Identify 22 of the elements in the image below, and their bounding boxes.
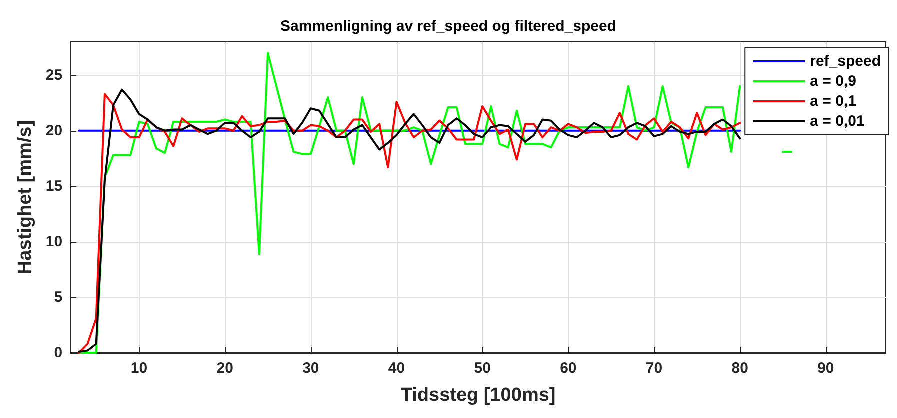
y-tick-label: 5: [54, 288, 63, 306]
x-tick-label: 20: [216, 360, 234, 377]
legend-label: ref_speed: [810, 53, 882, 70]
legend-label: a = 0,1: [810, 93, 856, 110]
chart-title: Sammenligning av ref_speed og filtered_speed: [280, 18, 616, 35]
x-tick-label: 40: [388, 360, 406, 377]
y-tick-label: 0: [54, 344, 63, 362]
x-tick-label: 10: [130, 360, 148, 377]
x-tick-label: 50: [474, 360, 491, 377]
y-tick-label: 25: [46, 66, 63, 84]
y-tick-label: 20: [46, 122, 63, 140]
y-tick-label: 15: [46, 178, 63, 195]
y-axis-title: Hastighet [mm/s]: [15, 120, 36, 275]
legend-label: a = 0,9: [810, 73, 856, 90]
y-tick-label: 10: [46, 233, 63, 250]
legend-label: a = 0,01: [810, 113, 865, 130]
x-tick-label: 30: [302, 360, 320, 377]
x-tick-label: 60: [560, 360, 577, 377]
x-tick-label: 70: [646, 360, 663, 377]
x-axis-title: Tidssteg [100ms]: [400, 385, 556, 406]
x-tick-label: 80: [732, 360, 748, 377]
x-tick-label: 90: [818, 360, 834, 377]
